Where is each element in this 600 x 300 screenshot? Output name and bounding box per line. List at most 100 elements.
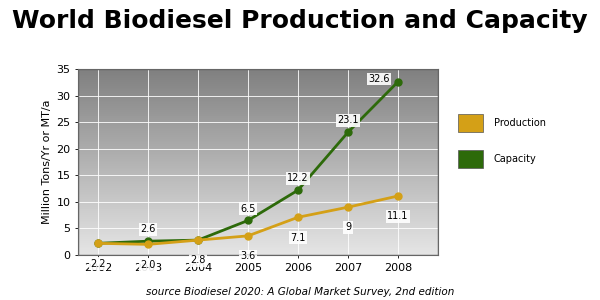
Bar (78, 152, 438, 153)
Text: 12.2: 12.2 (287, 173, 309, 183)
Bar (78, 248, 438, 249)
Bar (78, 75, 438, 76)
Text: 3.6: 3.6 (241, 251, 256, 261)
Bar (78, 99, 438, 100)
Bar (78, 116, 438, 117)
Bar (78, 74, 438, 75)
Bar (78, 240, 438, 241)
Bar (78, 100, 438, 101)
Bar (78, 126, 438, 127)
Bar (78, 105, 438, 106)
Bar (78, 227, 438, 228)
Bar (78, 252, 438, 253)
Bar (78, 138, 438, 139)
Bar (78, 157, 438, 158)
Bar (78, 106, 438, 107)
Bar (78, 140, 438, 141)
Bar (78, 237, 438, 238)
Bar (78, 86, 438, 87)
Bar (78, 76, 438, 77)
Text: 7.1: 7.1 (290, 232, 305, 242)
Bar (78, 181, 438, 182)
Bar (78, 168, 438, 169)
Bar (78, 108, 438, 109)
Bar (78, 207, 438, 208)
Bar (78, 104, 438, 105)
Bar (78, 191, 438, 192)
Bar (78, 186, 438, 187)
Bar (78, 93, 438, 94)
Bar (78, 214, 438, 215)
Bar (78, 239, 438, 240)
Text: 2.0: 2.0 (140, 260, 155, 270)
Bar (78, 160, 438, 161)
Bar (78, 215, 438, 216)
Bar (78, 72, 438, 73)
Bar (78, 185, 438, 186)
Bar (78, 205, 438, 206)
Bar (78, 184, 438, 185)
Bar (78, 84, 438, 85)
Bar (78, 137, 438, 138)
Bar (78, 142, 438, 143)
Bar (78, 200, 438, 201)
Bar (78, 81, 438, 82)
Bar (78, 218, 438, 219)
Bar (78, 77, 438, 78)
Bar (78, 155, 438, 156)
Bar (78, 117, 438, 118)
Bar (78, 192, 438, 193)
Bar (78, 147, 438, 148)
Bar (78, 150, 438, 151)
Bar (78, 73, 438, 74)
Bar (78, 197, 438, 198)
Bar (78, 89, 438, 90)
Bar (78, 244, 438, 245)
Bar (78, 182, 438, 183)
Bar (78, 219, 438, 220)
Bar (78, 209, 438, 210)
Bar (78, 131, 438, 132)
Bar (78, 94, 438, 95)
Bar (78, 161, 438, 162)
Bar (78, 174, 438, 175)
Bar (78, 125, 438, 126)
Bar (78, 169, 438, 170)
Bar (78, 208, 438, 209)
Bar (78, 201, 438, 202)
Bar (78, 133, 438, 134)
Bar (78, 190, 438, 191)
Bar (78, 199, 438, 200)
Bar (78, 167, 438, 168)
Bar (78, 245, 438, 246)
Bar (78, 156, 438, 157)
Bar (78, 172, 438, 173)
Bar (78, 107, 438, 108)
Bar (78, 187, 438, 188)
Text: Production: Production (494, 118, 546, 128)
Bar (78, 153, 438, 154)
Bar (78, 92, 438, 93)
Bar (78, 122, 438, 123)
Text: 9: 9 (345, 222, 351, 233)
Bar (78, 141, 438, 142)
Bar (78, 232, 438, 233)
Bar (78, 212, 438, 213)
Bar (78, 111, 438, 112)
Bar (78, 170, 438, 171)
Bar (78, 173, 438, 174)
Bar (78, 175, 438, 176)
Bar (78, 132, 438, 133)
Bar (78, 176, 438, 177)
Bar (78, 242, 438, 243)
Text: World Biodiesel Production and Capacity: World Biodiesel Production and Capacity (12, 9, 588, 33)
Bar (78, 145, 438, 146)
Bar (78, 228, 438, 229)
Text: 11.1: 11.1 (388, 211, 409, 221)
Bar (78, 144, 438, 145)
Bar (78, 216, 438, 217)
Bar (78, 210, 438, 211)
Bar (78, 139, 438, 140)
Bar (78, 115, 438, 116)
Text: 6.5: 6.5 (241, 203, 256, 214)
